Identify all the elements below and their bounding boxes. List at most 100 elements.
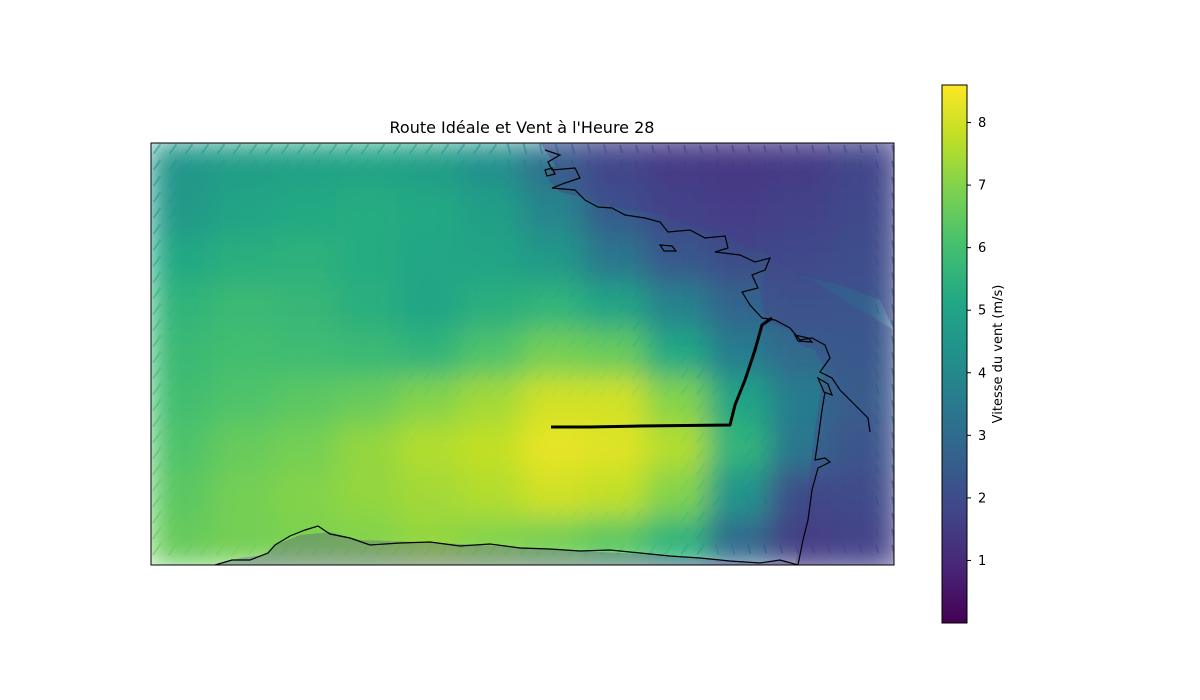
wind-arrow bbox=[439, 477, 451, 493]
wind-arrow bbox=[535, 381, 547, 397]
wind-arrow bbox=[826, 528, 832, 538]
wind-arrow bbox=[648, 303, 658, 315]
wind-arrow bbox=[312, 318, 322, 332]
wind-arrow bbox=[279, 462, 291, 476]
wind-arrow bbox=[216, 334, 226, 348]
wind-arrow bbox=[650, 287, 656, 299]
wind-arrow bbox=[826, 304, 832, 314]
wind-arrow bbox=[264, 414, 274, 428]
wind-arrow bbox=[826, 431, 832, 443]
wind-arrow bbox=[778, 208, 784, 218]
wind-arrow bbox=[392, 271, 402, 283]
wind-arrow bbox=[730, 240, 736, 250]
wind-arrow bbox=[200, 287, 210, 299]
wind-arrow bbox=[746, 319, 752, 331]
wind-arrow bbox=[826, 399, 832, 411]
wind-arrow bbox=[874, 528, 880, 538]
wind-arrow bbox=[698, 224, 704, 234]
wind-arrow bbox=[744, 479, 754, 491]
wind-arrow bbox=[215, 494, 227, 508]
spain-north-coast bbox=[215, 532, 795, 565]
wind-arrow bbox=[714, 256, 720, 266]
wind-arrow bbox=[392, 223, 402, 235]
wind-arrow bbox=[536, 271, 546, 283]
wind-arrow bbox=[504, 318, 514, 332]
field-cell bbox=[397, 517, 462, 565]
wind-arrow bbox=[344, 271, 354, 283]
wind-arrow bbox=[631, 494, 643, 508]
wind-arrow bbox=[650, 224, 656, 234]
wind-arrow bbox=[200, 478, 210, 492]
wind-arrow bbox=[200, 350, 210, 364]
wind-arrow bbox=[344, 175, 354, 187]
wind-arrow bbox=[391, 446, 403, 460]
wind-arrow bbox=[407, 398, 419, 412]
wind-arrow bbox=[312, 271, 322, 283]
wind-arrow bbox=[456, 159, 466, 171]
wind-arrow bbox=[280, 239, 290, 251]
wind-arrow bbox=[695, 430, 707, 444]
wind-arrow bbox=[632, 350, 642, 364]
wind-arrow bbox=[744, 463, 754, 475]
map-panel bbox=[151, 143, 894, 565]
wind-arrow bbox=[631, 382, 643, 396]
wind-arrow bbox=[632, 334, 642, 348]
wind-arrow bbox=[439, 382, 451, 396]
wind-arrow bbox=[746, 351, 752, 363]
island-belle-ile bbox=[658, 244, 678, 252]
wind-arrow bbox=[696, 382, 706, 396]
wind-arrow bbox=[634, 255, 640, 267]
wind-arrow bbox=[763, 176, 767, 186]
wind-arrow bbox=[874, 544, 880, 554]
wind-arrow bbox=[746, 208, 752, 218]
wind-arrow bbox=[730, 335, 736, 347]
wind-arrow bbox=[600, 334, 610, 348]
wind-arrow bbox=[858, 464, 864, 474]
wind-arrow bbox=[631, 510, 643, 524]
wind-arrow bbox=[168, 318, 178, 332]
wind-arrow bbox=[551, 397, 563, 413]
wind-arrow bbox=[328, 143, 338, 155]
wind-arrow bbox=[567, 381, 579, 397]
wind-arrow bbox=[634, 208, 640, 218]
wind-arrow bbox=[360, 175, 370, 187]
wind-arrow bbox=[874, 336, 880, 346]
wind-arrow bbox=[551, 381, 563, 397]
wind-arrow bbox=[440, 319, 450, 331]
wind-arrow bbox=[232, 207, 242, 219]
wind-arrow bbox=[360, 271, 370, 283]
wind-arrow bbox=[312, 191, 322, 203]
wind-arrow bbox=[248, 398, 258, 412]
wind-arrow bbox=[184, 334, 194, 348]
wind-arrow bbox=[184, 175, 194, 187]
wind-arrow bbox=[666, 287, 672, 299]
wind-arrow bbox=[615, 477, 627, 493]
wind-arrow bbox=[762, 272, 768, 282]
wind-arrow bbox=[279, 542, 291, 556]
wind-arrow bbox=[810, 320, 816, 330]
wind-arrow bbox=[602, 239, 608, 251]
wind-arrow bbox=[184, 366, 194, 380]
wind-arrow bbox=[360, 239, 370, 251]
wind-arrow bbox=[714, 208, 720, 218]
wind-arrow bbox=[874, 368, 880, 378]
wind-arrow bbox=[215, 510, 227, 524]
wind-arrow bbox=[423, 414, 435, 428]
wind-arrow bbox=[714, 335, 720, 347]
wind-arrow bbox=[360, 191, 370, 203]
wind-arrow bbox=[794, 383, 800, 395]
wind-arrow bbox=[874, 208, 880, 218]
wind-arrow bbox=[699, 160, 703, 170]
wind-arrow bbox=[247, 494, 259, 508]
wind-arrow bbox=[247, 542, 259, 556]
wind-arrow bbox=[762, 512, 768, 522]
wind-arrow bbox=[663, 382, 675, 396]
wind-arrow bbox=[600, 303, 610, 315]
wind-arrow bbox=[712, 398, 722, 412]
wind-arrow bbox=[392, 175, 402, 187]
wind-arrow bbox=[535, 429, 547, 445]
wind-arrow bbox=[616, 526, 626, 540]
wind-arrow bbox=[535, 350, 547, 364]
wind-arrow bbox=[728, 495, 738, 507]
wind-arrow bbox=[359, 462, 371, 476]
